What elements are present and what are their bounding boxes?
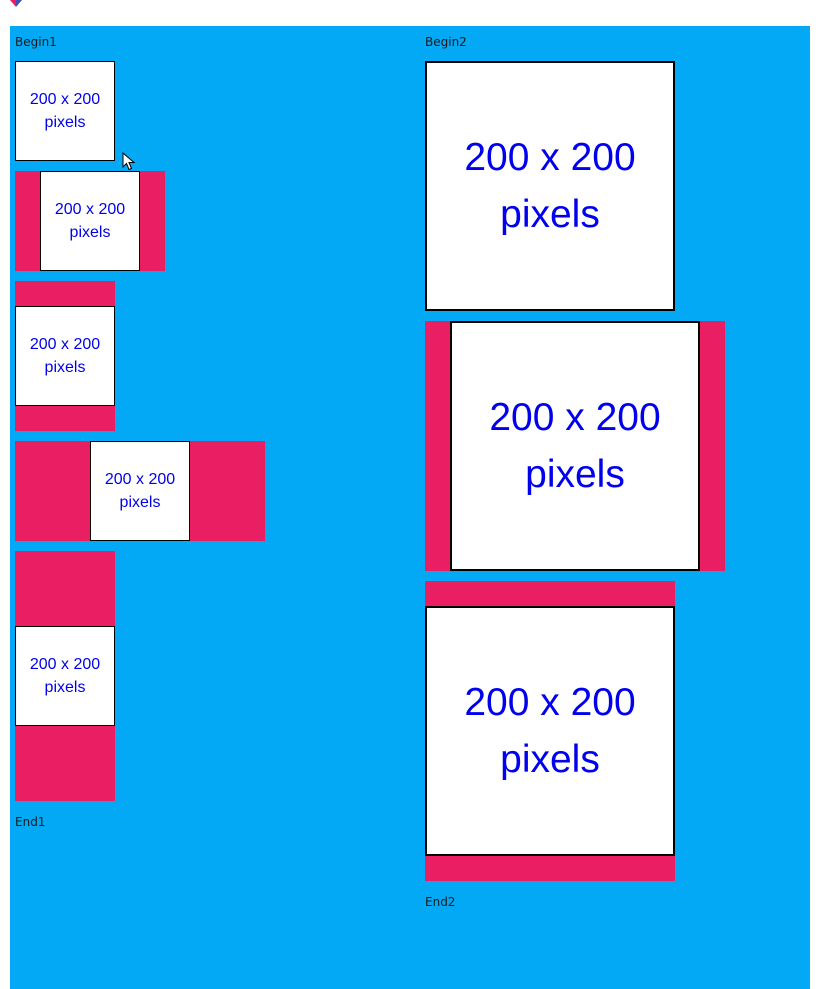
image-1-5: 200 x 200 pixels xyxy=(15,626,115,726)
end1-label: End1 xyxy=(15,815,46,829)
image-1-3: 200 x 200 pixels xyxy=(15,306,115,406)
image-2-2: 200 x 200 pixels xyxy=(450,321,700,571)
image-2-1: 200 x 200 pixels xyxy=(425,61,675,311)
begin1-label: Begin1 xyxy=(15,35,57,49)
demo-canvas: Begin1 200 x 200 pixels 200 x 200 pixels 2… xyxy=(10,26,810,989)
end2-label: End2 xyxy=(425,895,456,909)
image-1-4: 200 x 200 pixels xyxy=(90,441,190,541)
mouse-pointer-icon xyxy=(122,152,136,171)
begin2-label: Begin2 xyxy=(425,35,467,49)
image-1-2: 200 x 200 pixels xyxy=(40,171,140,271)
image-1-1: 200 x 200 pixels xyxy=(15,61,115,161)
app-logo-icon xyxy=(10,0,22,7)
image-2-3: 200 x 200 pixels xyxy=(425,606,675,856)
